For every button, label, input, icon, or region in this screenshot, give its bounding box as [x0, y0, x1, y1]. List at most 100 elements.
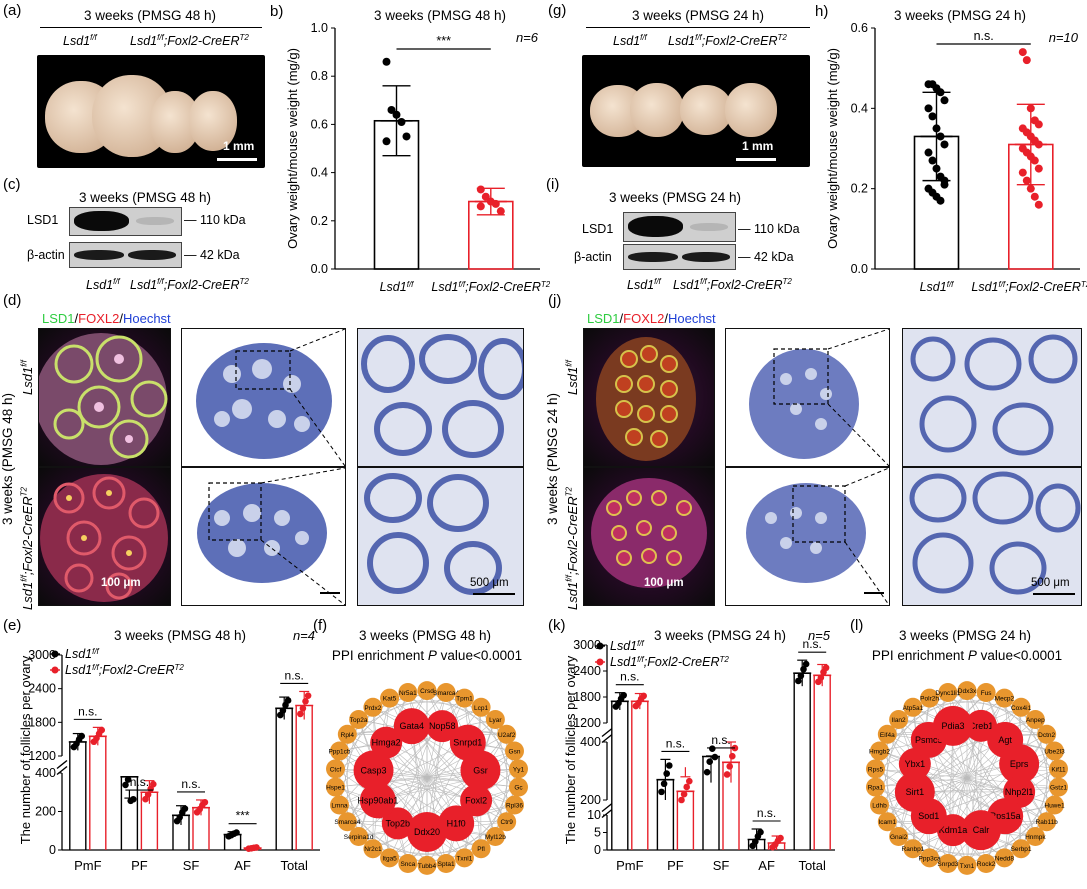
n-label: n=10: [1049, 30, 1079, 45]
significance-label: n.s.: [78, 704, 97, 718]
node-inner-label: Hmga2: [372, 738, 401, 748]
histo-image-d-ctrl-low: [181, 328, 346, 467]
node-outer-label: Rpa1: [868, 785, 884, 792]
node-inner: [393, 708, 430, 745]
node-inner: [353, 750, 394, 791]
data-point: [752, 838, 759, 845]
histo-image-d-ko-high: 500 μm: [357, 467, 524, 606]
data-point: [150, 780, 157, 788]
node-outer-label: Yy1: [513, 766, 525, 773]
edge: [928, 739, 968, 866]
y-tick-label: 0.0: [311, 262, 328, 276]
node-outer: [994, 688, 1014, 708]
histo-image-j-ctrl-high: [902, 328, 1082, 467]
node-outer-label: Ilan2: [892, 717, 906, 724]
data-point: [476, 202, 485, 211]
node-inner-label: Psmc5: [915, 735, 943, 745]
node-inner-label: Gsr: [473, 765, 488, 775]
scale-label-d-fluor: 100 μm: [101, 577, 141, 589]
y-tick-label: 400: [35, 766, 56, 780]
blot-lsd1-c: [69, 207, 182, 236]
node-outer: [349, 710, 369, 730]
node-inner-label: Sirt1: [906, 787, 925, 797]
node-outer-label: Mecp2: [995, 696, 1015, 703]
axis-break: [601, 727, 613, 738]
data-point: [817, 674, 825, 681]
node-outer-label: Spta1: [438, 861, 455, 868]
node-outer-label: Myl12b: [485, 834, 506, 841]
y-tick-label: 0.4: [851, 101, 868, 115]
node-outer: [471, 839, 491, 859]
stain-legend-d: LSD1/FOXL2/Hoechst: [42, 311, 171, 326]
data-point: [1030, 192, 1039, 201]
y-tick-label: 1800: [28, 715, 56, 729]
node-outer-label: Prdx2: [364, 705, 381, 712]
histo-image-j-ko-high: 500 μm: [902, 467, 1082, 606]
y-tick-label: 400: [580, 735, 601, 749]
ovary-ko-2: [189, 91, 237, 151]
node-outer: [380, 688, 400, 708]
scale-bar-a: [217, 158, 257, 161]
node-outer: [504, 741, 524, 761]
fluor-image-j-ko: 100 μm: [583, 467, 715, 606]
node-outer-label: Ctcf: [330, 766, 342, 773]
node-outer: [957, 855, 977, 875]
y-tick-label: 0.6: [851, 21, 868, 35]
y-tick-label: 0: [49, 843, 56, 857]
data-point: [201, 798, 209, 806]
scale-label-j-histo: 500 μm: [1031, 577, 1070, 589]
fluor-image-j-ctrl: [583, 328, 715, 467]
data-point: [663, 770, 670, 777]
stain-legend-j: LSD1/FOXL2/Hoechst: [587, 311, 716, 326]
node-inner-label: Rps15a: [990, 811, 1021, 821]
node-outer-label: Fus: [981, 690, 993, 697]
panel-c-genotype-ctrl: Lsd1f/f: [86, 277, 120, 293]
axis-break: [56, 759, 68, 770]
y-tick-label: 0.8: [311, 69, 328, 83]
node-outer: [877, 812, 897, 832]
node-outer: [920, 848, 940, 868]
node-inner-label: H1f0: [447, 818, 466, 828]
node-outer-label: Itga5: [382, 855, 397, 862]
data-point: [279, 707, 287, 714]
node-outer-label: Lmna: [331, 803, 348, 810]
panel-g-genotype-ko: Lsd1f/f;Foxl2-CreERT2: [668, 33, 787, 49]
data-point: [1030, 156, 1039, 165]
y-axis-label: Ovary weight/mouse weight (mg/g): [285, 48, 300, 249]
node-outer-label: Nedd8: [995, 855, 1015, 862]
node-inner-label: Calr: [973, 825, 990, 835]
wb-label-lsd1-i: LSD1: [582, 222, 614, 236]
band24-lsd1-strong: [628, 216, 683, 237]
panel-label-k: (k): [548, 617, 566, 634]
data-point: [924, 104, 933, 113]
node-outer: [398, 853, 418, 873]
node-outer-label: Atp5a1: [903, 705, 924, 712]
node-outer-label: Eif4a: [880, 732, 895, 739]
node-outer: [976, 683, 996, 703]
node-outer-label: Serpina1d: [344, 834, 374, 841]
node-inner-label: Nhp2l1: [1005, 787, 1034, 797]
node-outer: [471, 697, 491, 717]
network-f-graph: Crsd Smarca4Tpm1Lcp1LyarU2af2GsnYy1GcRpl3…: [326, 681, 528, 875]
node-outer-label: Gstz1: [1050, 785, 1067, 792]
data-point: [936, 196, 945, 205]
node-outer: [337, 724, 357, 744]
panel-a-title: 3 weeks (PMSG 48 h): [83, 8, 217, 23]
node-outer-label: Ppp3ca: [919, 855, 941, 862]
y-tick-label: 1200: [28, 749, 56, 763]
histo-d-ctrl-high-art: [358, 329, 523, 466]
data-point: [802, 660, 810, 668]
significance-label: n.s.: [757, 806, 776, 820]
data-point: [1034, 120, 1043, 129]
data-point: [402, 132, 411, 141]
data-point: [797, 672, 805, 680]
wb-kda-42-i: — 42 kDa: [738, 250, 794, 264]
x-tick-label: SF: [713, 858, 730, 873]
node-inner-label: Kdm1a: [939, 825, 968, 835]
data-point: [800, 665, 807, 673]
axis-break: [601, 802, 613, 813]
network-f: (f) 3 weeks (PMSG 48 h) PPI enrichment P…: [313, 617, 528, 875]
wb-label-actin-c: β-actin: [27, 248, 65, 262]
node-outer-label: Pfl: [477, 846, 485, 853]
